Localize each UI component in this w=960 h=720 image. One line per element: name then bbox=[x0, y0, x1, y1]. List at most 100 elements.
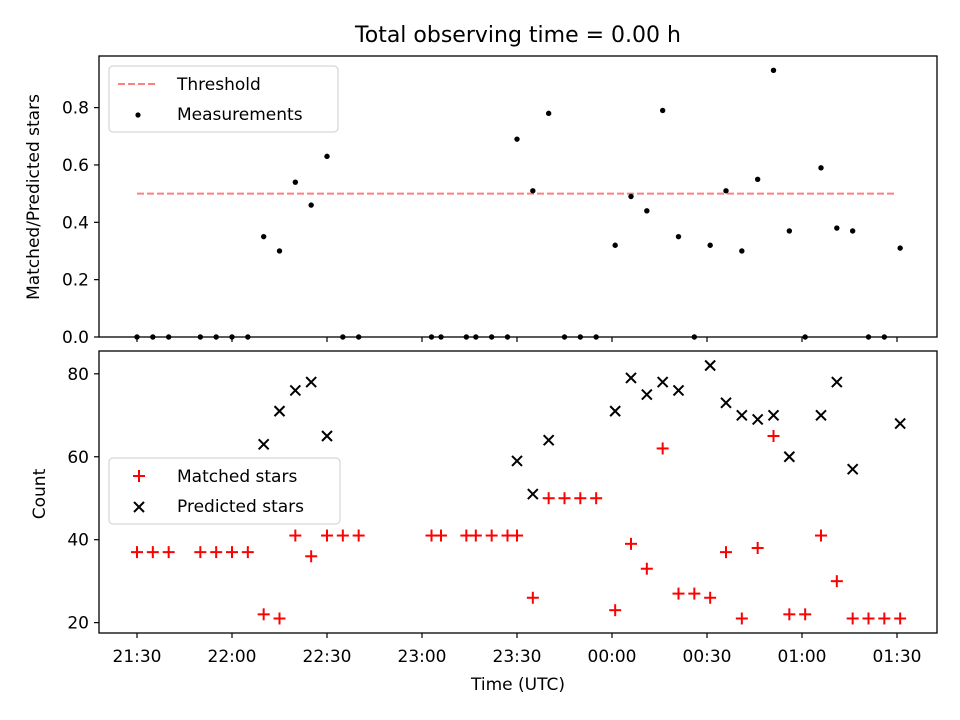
measurement-point bbox=[514, 136, 520, 142]
x-tick-label: 23:00 bbox=[398, 647, 447, 667]
matched-star-point bbox=[751, 541, 764, 554]
matched-star-point bbox=[273, 612, 286, 625]
legend-matched-label: Matched stars bbox=[177, 467, 297, 487]
matched-star-point bbox=[558, 492, 571, 505]
top-axes-frame bbox=[98, 55, 938, 338]
predicted-star-point bbox=[767, 409, 780, 421]
top-plot-area: 0.0 0.2 0.4 0.6 0.8 bbox=[62, 67, 903, 348]
x-tick-label: 21:30 bbox=[113, 647, 162, 667]
measurement-point bbox=[644, 208, 650, 214]
bottom-legend-box bbox=[108, 457, 341, 525]
top-legend: Threshold Measurements bbox=[108, 65, 339, 133]
predicted-star-point bbox=[672, 384, 685, 397]
matched-star-point bbox=[146, 546, 159, 559]
measurement-point bbox=[324, 153, 330, 160]
bottom-axes-frame bbox=[98, 350, 938, 634]
measurement-point bbox=[612, 242, 618, 248]
matched-star-point bbox=[688, 587, 701, 600]
matched-star-point bbox=[305, 550, 318, 563]
measurement-point bbox=[260, 233, 267, 240]
predicted-star-point bbox=[305, 376, 317, 388]
bottom-y-tick-label: 20 bbox=[67, 614, 89, 634]
measurement-point bbox=[659, 107, 666, 114]
measurement-point bbox=[628, 193, 634, 200]
measurement-point bbox=[818, 165, 824, 171]
predicted-star-point bbox=[720, 397, 732, 409]
measurement-point bbox=[739, 248, 745, 254]
measurement-point bbox=[723, 188, 729, 194]
matched-star-point bbox=[435, 529, 447, 542]
measurement-point bbox=[834, 225, 840, 231]
predicted-star-point bbox=[527, 488, 539, 500]
matched-star-point bbox=[783, 608, 796, 621]
top-y-tick-label: 0.4 bbox=[62, 213, 89, 233]
predicted-star-point bbox=[656, 376, 669, 388]
predicted-star-point bbox=[831, 376, 843, 388]
matched-star-point bbox=[162, 546, 175, 559]
measurement-point bbox=[675, 233, 682, 240]
x-tick-label: 01:00 bbox=[778, 647, 827, 667]
matched-star-point bbox=[735, 612, 748, 625]
matched-star-point bbox=[799, 608, 812, 621]
top-y-tick-label: 0.6 bbox=[62, 156, 89, 176]
predicted-star-point bbox=[704, 359, 716, 372]
x-tick-label: 22:00 bbox=[208, 647, 257, 667]
predicted-star-point bbox=[257, 438, 270, 451]
matched-star-point bbox=[321, 529, 333, 542]
matched-star-point bbox=[542, 492, 555, 505]
predicted-star-point bbox=[736, 409, 748, 421]
matched-star-point bbox=[226, 546, 238, 559]
predicted-star-point bbox=[289, 384, 302, 397]
x-tick-label: 01:30 bbox=[873, 647, 922, 667]
x-axis-label: Time (UTC) bbox=[470, 675, 565, 695]
matched-star-point bbox=[241, 546, 254, 559]
matched-star-point bbox=[289, 529, 302, 542]
matched-star-point bbox=[257, 608, 270, 621]
measurement-point bbox=[754, 176, 761, 182]
legend-predicted-swatch bbox=[133, 501, 145, 513]
matched-star-point bbox=[862, 612, 875, 625]
predicted-star-point bbox=[511, 455, 523, 467]
x-tick-label: 00:30 bbox=[683, 647, 732, 667]
matched-star-point bbox=[590, 492, 603, 505]
matched-star-point bbox=[352, 529, 365, 542]
matched-star-point bbox=[526, 591, 539, 604]
measurement-point bbox=[545, 110, 552, 117]
legend-measurements-swatch bbox=[135, 112, 141, 118]
predicted-star-point bbox=[273, 405, 286, 417]
matched-star-point bbox=[720, 546, 732, 559]
x-tick-label: 22:30 bbox=[303, 647, 352, 667]
matched-star-point bbox=[878, 612, 891, 625]
matched-star-point bbox=[704, 591, 717, 604]
predicted-star-point bbox=[751, 413, 764, 426]
matched-star-point bbox=[574, 492, 587, 505]
legend-matched-swatch bbox=[133, 470, 145, 482]
predicted-star-point bbox=[609, 405, 621, 417]
top-legend-box bbox=[108, 65, 339, 133]
predicted-star-point bbox=[625, 372, 637, 384]
measurement-point bbox=[849, 228, 856, 234]
matched-star-point bbox=[336, 529, 349, 542]
bottom-y-tick-label: 80 bbox=[67, 365, 89, 385]
x-tick-label: 00:00 bbox=[588, 647, 637, 667]
matched-star-point bbox=[656, 442, 669, 455]
top-chart-title: Total observing time = 0.00 h bbox=[354, 23, 681, 48]
bottom-legend: Matched stars Predicted stars bbox=[108, 457, 341, 525]
bottom-y-axis-label: Count bbox=[30, 468, 50, 519]
matched-star-point bbox=[672, 587, 685, 600]
x-tick-label: 23:30 bbox=[493, 647, 542, 667]
predicted-star-point bbox=[542, 434, 555, 446]
measurement-point bbox=[770, 67, 777, 74]
top-y-tick-label: 0.8 bbox=[62, 99, 89, 119]
legend-threshold-label: Threshold bbox=[176, 75, 261, 95]
matched-star-point bbox=[830, 575, 843, 588]
matched-star-point bbox=[625, 537, 637, 550]
measurement-point bbox=[276, 248, 283, 254]
bottom-plot-area: 20 40 60 80 21:30 22:00 22:30 23:00 23:30 00:00 00… bbox=[67, 359, 922, 667]
predicted-star-point bbox=[894, 417, 906, 430]
predicted-star-point bbox=[321, 430, 333, 442]
matched-star-point bbox=[131, 546, 143, 559]
legend-measurements-label: Measurements bbox=[177, 105, 303, 125]
measurement-point bbox=[897, 245, 903, 251]
